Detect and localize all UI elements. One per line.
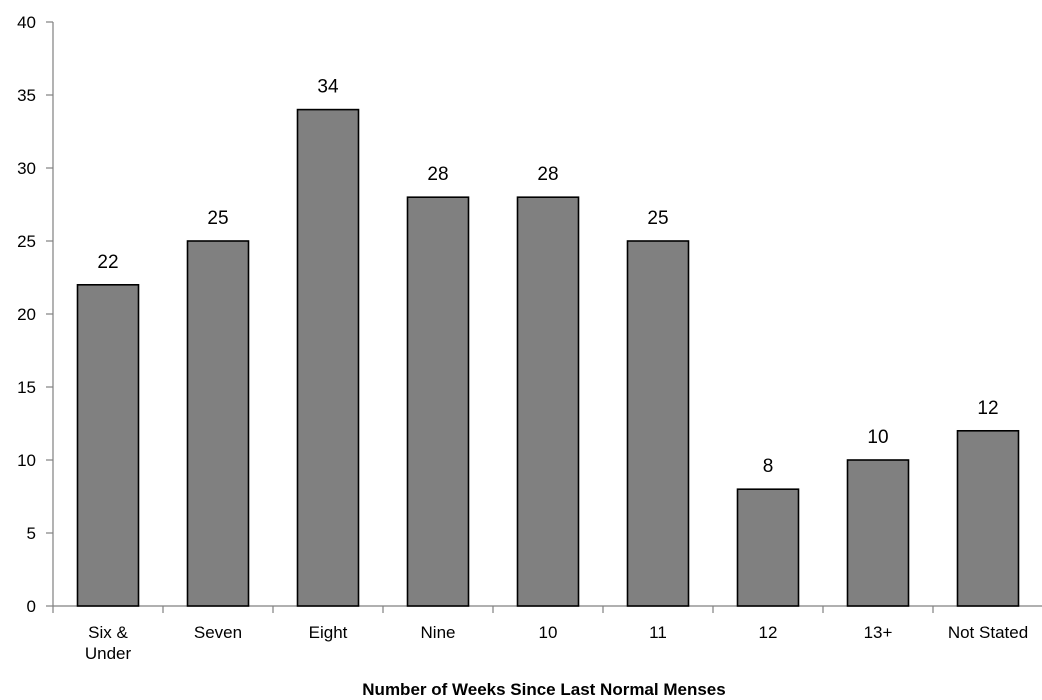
x-tick-label: Not Stated (948, 623, 1028, 642)
data-label: 28 (427, 164, 448, 185)
x-axis-title: Number of Weeks Since Last Normal Menses (362, 680, 725, 699)
x-tick-label: Seven (194, 623, 242, 642)
x-tick-label-line: 13+ (864, 623, 893, 642)
data-label: 10 (867, 427, 888, 448)
x-tick-label: 13+ (864, 623, 893, 642)
data-label: 8 (763, 456, 774, 477)
bar (76, 283, 140, 607)
y-tick-label: 5 (27, 524, 36, 543)
x-tick-label-line: Nine (421, 623, 456, 642)
data-label: 28 (537, 164, 558, 185)
bar (736, 488, 800, 607)
data-label: 25 (207, 208, 228, 229)
bar (406, 196, 470, 607)
x-tick-label-line: Not Stated (948, 623, 1028, 642)
x-tick-label: 12 (759, 623, 778, 642)
bar (516, 196, 580, 607)
bar (186, 240, 250, 607)
bar (296, 108, 360, 607)
x-tick-label: Nine (421, 623, 456, 642)
y-tick-label: 35 (17, 86, 36, 105)
y-tick-label: 0 (27, 597, 36, 616)
y-tick-label: 10 (17, 451, 36, 470)
x-tick-label: Eight (309, 623, 348, 642)
y-tick-label: 15 (17, 378, 36, 397)
data-label: 12 (977, 398, 998, 419)
data-label: 22 (97, 252, 118, 273)
x-tick-label-line: Eight (309, 623, 348, 642)
x-tick-label-line: 10 (539, 623, 558, 642)
x-tick-label-line: Seven (194, 623, 242, 642)
x-tick-label: 11 (649, 623, 667, 642)
bar (956, 429, 1020, 607)
x-tick-label: Six & Under (85, 623, 132, 663)
bar (846, 459, 910, 607)
data-labels-group: 22 25 34 28 28 25 8 10 12 (97, 77, 998, 478)
y-tick-label: 40 (17, 13, 36, 32)
y-tick-label: 20 (17, 305, 36, 324)
data-label: 34 (317, 77, 339, 98)
bar (626, 240, 690, 607)
y-tick-label: 25 (17, 232, 36, 251)
y-tick-label: 30 (17, 159, 36, 178)
x-tick-label-line: Six & (88, 623, 128, 642)
x-tick-label-line: 11 (649, 623, 667, 642)
data-label: 25 (647, 208, 668, 229)
x-tick-label-line: Under (85, 644, 132, 663)
y-axis: 0 5 10 15 20 25 30 35 40 (17, 13, 54, 616)
bars-group (76, 108, 1020, 607)
x-tick-label: 10 (539, 623, 558, 642)
x-tick-label-line: 12 (759, 623, 778, 642)
x-axis: Six & Under Seven Eight Nine 10 11 12 13+ Not Sta… (52, 605, 1042, 663)
